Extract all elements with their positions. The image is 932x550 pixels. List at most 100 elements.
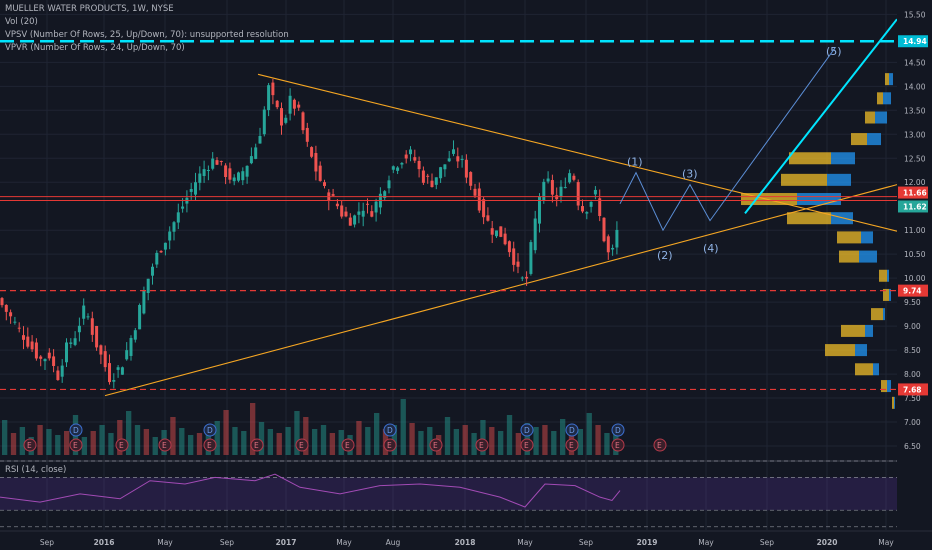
event-marker-label: E [207,441,212,450]
volume-bar [134,425,141,455]
candle-body [17,327,21,329]
candle-body [357,211,361,215]
volume-bar [276,433,282,455]
earnings-marker [383,438,397,452]
profile-buy-bar [825,344,855,357]
time-tick-label: May [517,538,533,547]
volume-bar [480,420,486,455]
event-marker-label: E [345,441,350,450]
profile-buy-bar [881,380,887,393]
candle-body [507,241,511,253]
time-tick-label: Sep [760,538,774,547]
profile-sell-bar [831,152,855,165]
candle-body [383,191,387,198]
symbol-title[interactable]: MUELLER WATER PRODUCTS, 1W, NYSE [5,4,174,14]
event-marker-label: E [254,441,259,450]
profile-sell-bar [889,73,893,86]
candle-body [262,109,266,135]
price-labels: 14.94 11.66 11.62 9.74 7.68 [898,35,928,396]
candle-body [568,173,572,183]
rsi-indicator-label[interactable]: RSI (14, close) [5,465,67,475]
volume-bar [365,427,371,455]
candle-body [120,367,124,375]
candle-body [615,229,619,248]
candle-body [314,153,318,172]
candle-body [90,318,94,335]
time-tick-label: 2017 [276,538,297,547]
candle-body [172,222,176,232]
candle-body [550,180,554,195]
candle-body [525,276,529,279]
candle-body [0,298,4,306]
event-marker-label: D [207,426,213,435]
event-marker-label: D [387,426,393,435]
candle-body [13,321,17,323]
dividend-marker [203,423,217,437]
candle-body [22,335,25,340]
candle-body [159,250,163,253]
candle-body [271,82,275,96]
profile-sell-bar [875,111,887,124]
candle-body [43,359,47,362]
vpsv-indicator-label[interactable]: VPSV (Number Of Rows, 25, Up/Down, 70): … [5,30,289,40]
candle-body [219,160,223,162]
volume-bar [320,425,327,455]
upper-trendline [257,73,898,232]
candle-body [520,277,524,279]
candle-body [361,210,365,217]
volume-bar [303,417,309,455]
volume-bar [560,419,566,455]
earnings-marker [295,438,309,452]
volume-bar [46,429,52,455]
profile-sell-bar [859,250,877,263]
earnings-marker [158,438,172,452]
volume-bar [90,431,96,455]
volume-bar [188,435,194,455]
price-tick-label: 11.00 [904,226,926,235]
volume-bar [10,433,17,455]
volume-bar [152,437,158,455]
candle-body [215,160,219,165]
price-tick-label: 7.50 [904,394,921,403]
price-tick-label: 10.00 [904,274,926,283]
vol-indicator-label[interactable]: Vol (20) [5,17,38,27]
candle-body [413,157,417,161]
price-tick-label: 6.50 [904,442,921,451]
price-tick-label: 8.00 [904,370,921,379]
wave-label: (5) [826,45,842,58]
candle-body [589,201,593,207]
event-marker-label: E [73,441,78,450]
candle-body [335,203,339,207]
candle-body [366,203,369,205]
earnings-marker [115,438,129,452]
profile-buy-bar [851,133,867,146]
volume-bar [99,425,105,455]
time-tick-label: May [878,538,894,547]
volume-bar [427,427,433,455]
volume-bar [241,431,247,455]
vpvr-indicator-label[interactable]: VPVR (Number Of Rows, 24, Up/Down, 70) [5,43,185,53]
candle-body [512,248,516,265]
candle-body [477,188,481,211]
volume-bar [391,425,398,455]
candle-body [486,215,490,221]
candle-body [555,195,559,200]
candle-body [387,180,391,189]
candle-body [292,99,296,109]
earnings-marker [429,438,443,452]
candle-body [69,342,73,344]
candles [0,78,619,389]
candle-body [65,342,68,363]
volume-bar [108,433,114,455]
volume-bar [117,420,123,455]
earnings-marker [250,438,264,452]
candle-body [138,304,142,330]
candle-body [464,159,468,178]
profile-sell-bar [827,173,851,186]
profile-sell-bar [887,380,891,393]
event-marker-label: D [615,426,621,435]
price-tick-label: 14.50 [904,58,926,67]
profile-buy-bar [787,212,831,225]
